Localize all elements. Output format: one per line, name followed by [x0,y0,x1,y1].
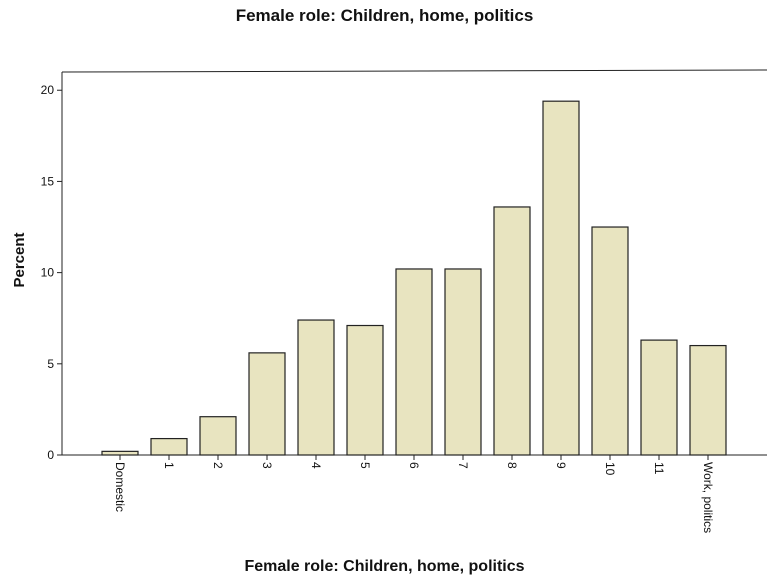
x-tick-label: 9 [554,462,568,469]
x-tick-label: 1 [162,462,176,469]
bar [297,319,335,456]
y-tick-label: 0 [47,448,54,462]
bar [591,226,629,456]
y-tick-label: 15 [41,174,55,188]
bar [689,344,727,456]
x-tick-label: 2 [211,462,225,469]
bar [248,352,286,456]
x-tick-label: Domestic [113,462,127,512]
y-tick-label: 10 [41,266,55,280]
y-axis: 0 5 10 15 20 [41,83,62,462]
bar [542,100,580,456]
plot-top-border [61,69,768,73]
bar [150,437,188,456]
bar [199,416,237,456]
x-axis: Domestic 1 2 3 4 5 6 7 8 9 10 11 Work, politics [113,455,715,533]
bars [101,100,727,456]
bar [493,206,531,456]
chart-title: Female role: Children, home, politics [235,6,534,25]
x-tick-label: 5 [358,462,372,469]
bar [346,324,384,456]
x-tick-label: 8 [505,462,519,469]
x-tick-label: 10 [603,462,617,476]
bar [395,268,433,456]
bar [444,268,482,456]
y-tick-label: 20 [41,83,55,97]
x-tick-label: 3 [260,462,274,469]
x-axis-title: Female role: Children, home, politics [244,558,525,575]
x-tick-label: 11 [652,462,666,475]
x-tick-label: 7 [456,462,470,469]
y-axis-title: Percent [11,232,28,287]
bar [640,339,678,456]
bar [101,450,139,456]
x-tick-label: 4 [309,462,323,469]
y-tick-label: 5 [47,357,54,371]
x-tick-label: 6 [407,462,421,469]
x-tick-label: Work, politics [701,462,715,533]
